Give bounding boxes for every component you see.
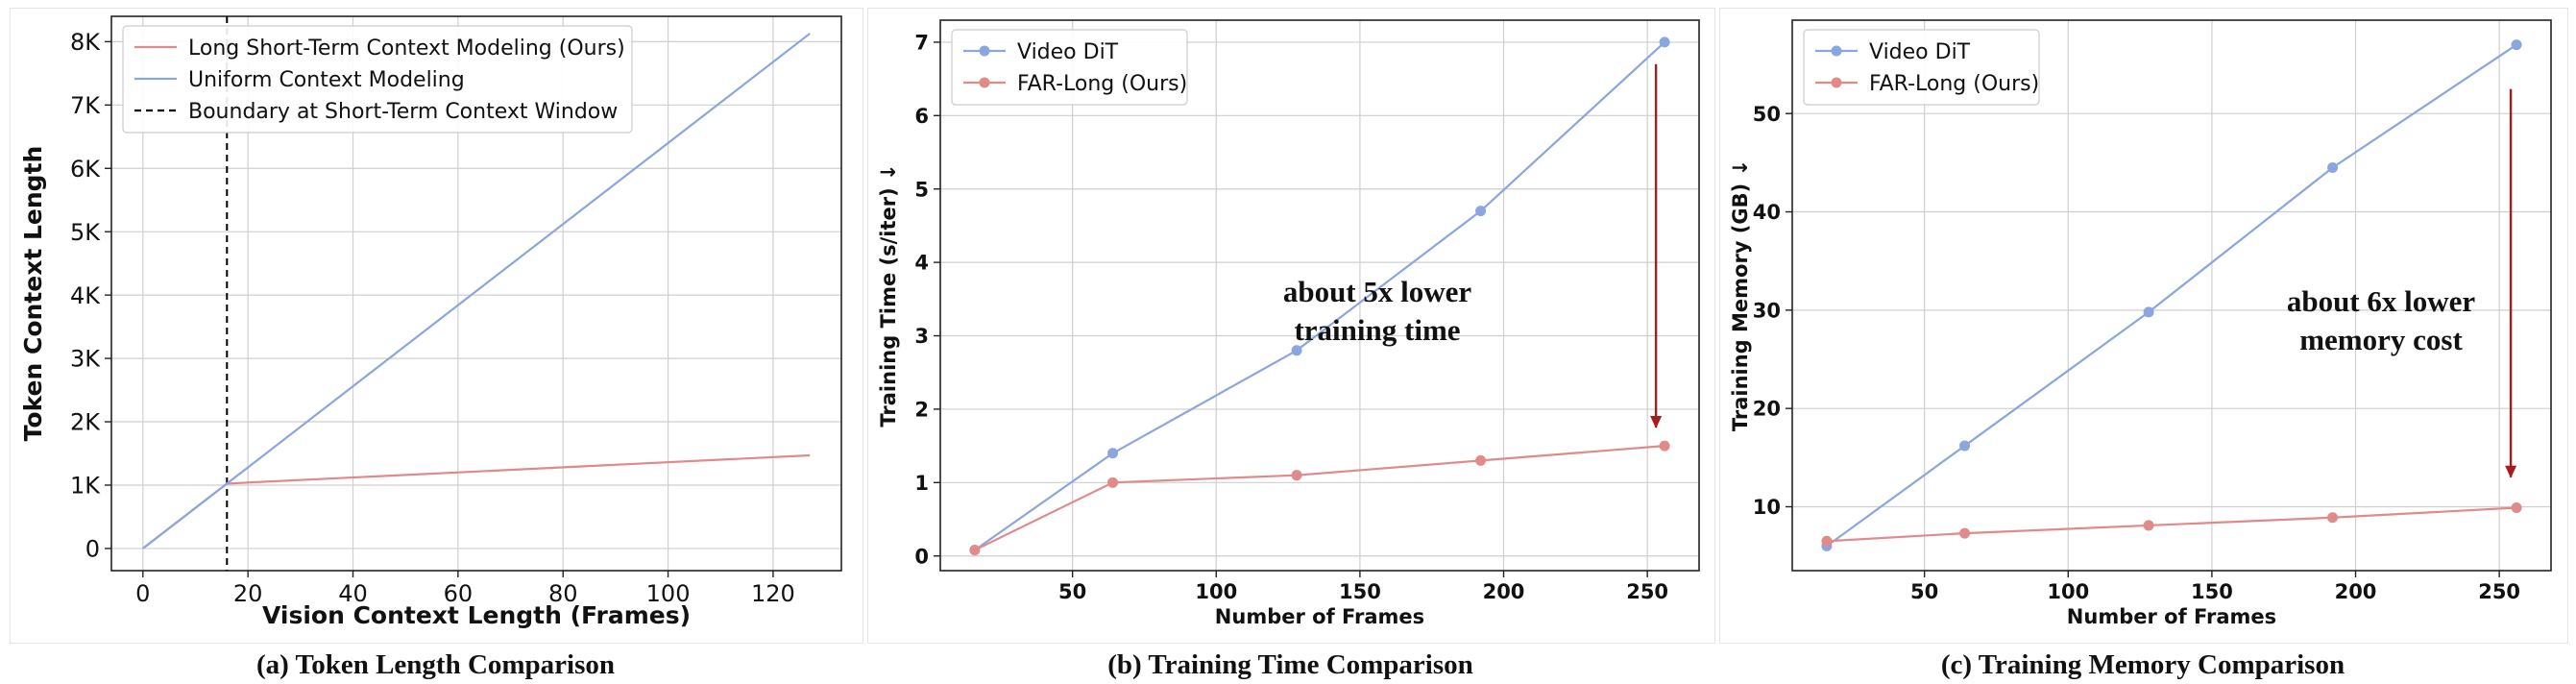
y-tick-label: 3K	[70, 346, 101, 373]
legend-label: Video DiT	[1869, 40, 1971, 64]
data-point-1	[1475, 454, 1487, 466]
legend-marker	[1831, 45, 1842, 57]
y-tick-label: 30	[1753, 299, 1781, 322]
caption-training-time: (b) Training Time Comparison	[1107, 649, 1473, 680]
x-tick-label: 20	[233, 580, 263, 607]
legend-label: Boundary at Short-Term Context Window	[188, 100, 618, 124]
series-line-1	[1826, 506, 2517, 543]
y-tick-label: 0	[914, 545, 929, 568]
chart-training-memory: 50 100 150 200 250 10 20 30 40 50 Number of Frames…	[1729, 19, 2552, 628]
x-tick-label: 250	[2478, 580, 2520, 603]
chart-training-time: 50 100 150 200 250 0 1 2 3 4 5 6 7 Number of Frames Tr…	[877, 19, 1700, 628]
y-tick-label: 10	[1753, 496, 1781, 519]
x-tick-label: 100	[646, 580, 691, 607]
legend-marker	[979, 45, 990, 57]
y-tick-label: 6	[914, 105, 929, 128]
y-tick-label: 2	[914, 398, 929, 421]
y-tick-label: 1	[914, 472, 929, 495]
y-tick-label: 0	[85, 536, 100, 563]
x-tick-label: 100	[1195, 580, 1237, 603]
x-tick-label: 150	[2191, 580, 2233, 603]
data-point-0	[2327, 161, 2339, 173]
annotation-text-line: memory cost	[2299, 323, 2463, 356]
data-point-1	[969, 545, 981, 556]
plot-frame	[110, 15, 842, 572]
data-point-0	[1107, 448, 1119, 459]
y-tick-label: 8K	[70, 29, 101, 56]
data-point-0	[1291, 345, 1302, 356]
y-tick-label: 6K	[70, 156, 101, 183]
x-axis-label: Number of Frames	[1215, 605, 1424, 628]
x-tick-label: 200	[1483, 580, 1525, 603]
legend-box	[1803, 29, 2040, 106]
y-tick-label: 5K	[70, 219, 101, 246]
data-point-1	[2327, 512, 2339, 524]
annotation-text-line: about 6x lower	[2287, 284, 2476, 318]
legend-marker	[979, 77, 990, 88]
legend-label: FAR-Long (Ours)	[1017, 72, 1187, 96]
x-tick-label: 100	[2047, 580, 2089, 603]
x-tick-label: 150	[1339, 580, 1381, 603]
data-point-1	[2511, 502, 2522, 514]
data-point-0	[1659, 37, 1670, 48]
annotation-text-line: training time	[1294, 313, 1460, 347]
legend-label: Uniform Context Modeling	[188, 68, 465, 92]
x-axis-label: Vision Context Length (Frames)	[262, 601, 691, 629]
caption-training-memory: (c) Training Memory Comparison	[1940, 649, 2345, 680]
x-axis-label: Number of Frames	[2067, 605, 2276, 628]
plot-frame	[1791, 19, 2552, 572]
x-tick-label: 0	[135, 580, 150, 607]
x-tick-label: 50	[1058, 580, 1086, 603]
chart-panel-training-memory: 50 100 150 200 250 10 20 30 40 50 Number of Frames…	[1719, 8, 2568, 644]
x-tick-label: 40	[338, 580, 368, 607]
y-tick-label: 1K	[70, 473, 101, 500]
data-point-0	[2143, 306, 2154, 318]
x-tick-label: 250	[1626, 580, 1668, 603]
y-tick-label: 50	[1753, 103, 1781, 126]
y-tick-label: 5	[914, 178, 929, 201]
data-point-1	[1959, 527, 1971, 539]
plot-frame	[939, 19, 1700, 572]
y-tick-label: 4	[914, 252, 929, 275]
legend-label: Video DiT	[1017, 40, 1119, 64]
x-tick-label: 80	[548, 580, 578, 607]
data-point-1	[1821, 535, 1833, 547]
data-point-0	[1959, 440, 1971, 452]
chart-panel-training-time: 50 100 150 200 250 0 1 2 3 4 5 6 7 Number of Frames Tr…	[867, 8, 1715, 644]
data-point-1	[1659, 440, 1670, 452]
y-tick-label: 40	[1753, 201, 1781, 224]
legend-marker	[1831, 77, 1842, 88]
annotation-arrowhead	[2505, 465, 2517, 478]
data-point-0	[1475, 206, 1487, 217]
y-axis-label: Training Memory (GB) ↓	[1729, 159, 1752, 431]
x-tick-label: 120	[751, 580, 795, 607]
caption-token-length: (a) Token Length Comparison	[255, 649, 616, 680]
x-tick-label: 200	[2335, 580, 2377, 603]
y-axis-label: Token Context Length	[19, 146, 47, 442]
y-tick-label: 20	[1753, 398, 1781, 421]
chart-panel-token-length: 0 20 40 60 80 100 120 0 1K 2K 3K 4K 5K 6K 7K 8K Vision C…	[10, 8, 863, 644]
data-point-0	[2511, 39, 2522, 51]
x-tick-label: 60	[444, 580, 474, 607]
y-tick-label: 7	[914, 31, 929, 54]
legend-box	[122, 25, 633, 134]
legend-label: Long Short-Term Context Modeling (Ours)	[188, 37, 625, 61]
annotation-arrowhead	[1650, 416, 1663, 429]
series-line-0	[142, 453, 811, 550]
data-point-1	[1291, 470, 1302, 481]
legend-box	[951, 29, 1188, 106]
y-axis-label: Training Time (s/iter) ↓	[877, 163, 900, 427]
series-line-1	[142, 33, 811, 550]
y-tick-label: 4K	[70, 282, 101, 309]
x-tick-label: 50	[1910, 580, 1938, 603]
data-point-1	[2143, 520, 2154, 531]
y-tick-label: 2K	[70, 409, 101, 436]
y-tick-label: 3	[914, 325, 929, 348]
chart-token-length: 0 20 40 60 80 100 120 0 1K 2K 3K 4K 5K 6K 7K 8K Vision C…	[19, 15, 842, 629]
data-point-1	[1107, 476, 1119, 488]
series-line-1	[974, 445, 1665, 551]
y-tick-label: 7K	[70, 92, 101, 119]
legend-label: FAR-Long (Ours)	[1869, 72, 2039, 96]
annotation-text-line: about 5x lower	[1283, 275, 1472, 308]
